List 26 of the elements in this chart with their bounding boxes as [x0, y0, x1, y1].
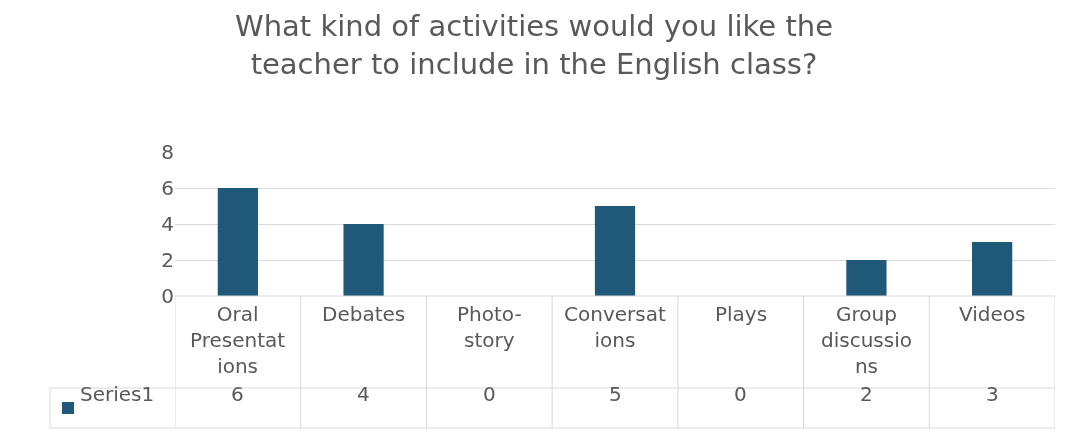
bar — [343, 224, 384, 296]
data-label: 0 — [734, 382, 747, 406]
data-label: 6 — [231, 382, 244, 406]
y-tick-label: 6 — [161, 176, 174, 200]
data-label: 5 — [609, 382, 622, 406]
data-label: 4 — [357, 382, 370, 406]
bar — [594, 206, 636, 296]
data-label: 3 — [986, 382, 999, 406]
y-tick-label: 4 — [161, 212, 174, 236]
bar — [217, 188, 258, 296]
data-label: 0 — [483, 382, 496, 406]
x-tick-label: Conversations — [564, 302, 666, 352]
bar — [972, 242, 1013, 296]
x-tick-label: Oral Presentations — [190, 302, 286, 378]
x-tick-label: Group discussions — [821, 302, 912, 378]
x-tick-label: Videos — [959, 302, 1026, 326]
x-tick-label: Plays — [715, 302, 768, 326]
x-tick-label: Debates — [322, 302, 406, 326]
y-tick-label: 0 — [161, 284, 174, 308]
x-tick-label: Photo-story — [457, 302, 522, 352]
y-tick-label: 8 — [161, 140, 174, 164]
bar — [846, 260, 887, 296]
legend-label: Series1 — [80, 382, 155, 406]
data-label: 2 — [860, 382, 873, 406]
y-tick-label: 2 — [161, 248, 174, 272]
chart-title: What kind of activities would you like the teacher to include in the English class? — [235, 9, 833, 81]
